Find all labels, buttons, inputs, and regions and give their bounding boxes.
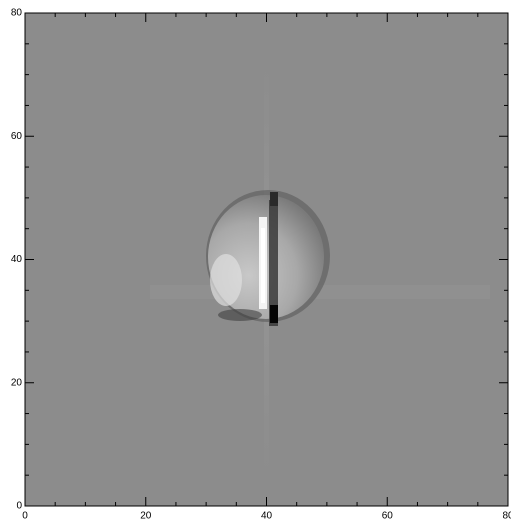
x-tick-label: 0 — [22, 511, 28, 521]
y-tick-label: 40 — [11, 254, 23, 265]
y-tick-label: 20 — [11, 377, 23, 388]
y-tick-label: 60 — [11, 131, 23, 142]
y-tick-label: 0 — [16, 501, 22, 512]
x-tick-label: 80 — [502, 511, 511, 521]
chart: 0 20 40 60 80 0 20 40 60 80 — [0, 0, 511, 521]
y-tick-label: 80 — [11, 8, 23, 19]
x-tick-label: 40 — [261, 511, 273, 521]
x-tick-label: 20 — [140, 511, 152, 521]
image-field — [25, 13, 508, 506]
x-tick-label: 60 — [382, 511, 394, 521]
